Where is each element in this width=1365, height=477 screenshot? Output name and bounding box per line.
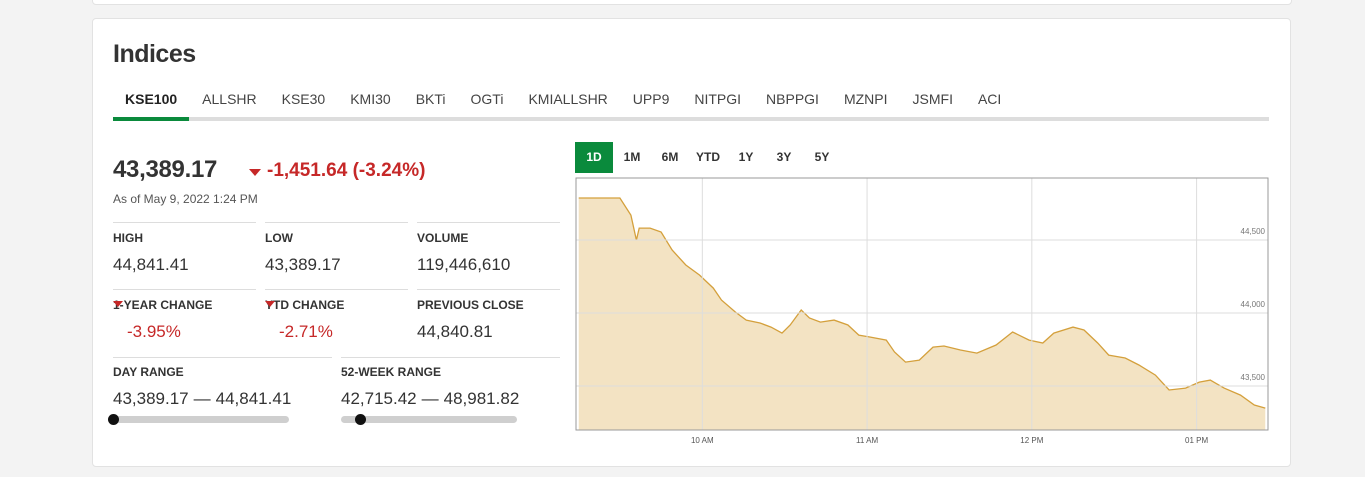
range-track xyxy=(113,416,289,423)
divider xyxy=(265,289,408,290)
period-button[interactable]: 6M xyxy=(661,150,679,164)
range-label: DAY RANGE xyxy=(113,365,184,379)
tab[interactable]: UPP9 xyxy=(632,91,670,107)
tab[interactable]: KMI30 xyxy=(350,91,391,107)
down-icon xyxy=(113,301,123,307)
period-button[interactable]: 1Y xyxy=(738,150,754,164)
stat-label: 1-YEAR CHANGE xyxy=(113,298,213,312)
divider xyxy=(417,289,560,290)
tab[interactable]: NITPGI xyxy=(694,91,742,107)
tab[interactable]: MZNPI xyxy=(843,91,888,107)
chart: 43,500 44,000 44,500 10 AM 11 AM 12 PM 01 PM xyxy=(575,177,1269,445)
range-high: 44,841.41 xyxy=(215,389,292,408)
tab[interactable]: ACI xyxy=(977,91,1002,107)
period-button[interactable]: 1M xyxy=(623,150,641,164)
divider xyxy=(341,357,560,358)
stat-label: VOLUME xyxy=(417,231,469,245)
price: 43,389.17 xyxy=(113,156,218,183)
range-marker xyxy=(354,414,366,425)
tab-bar xyxy=(113,117,1269,121)
range-separator: — xyxy=(421,389,439,408)
range-label: 52-WEEK RANGE xyxy=(341,365,442,379)
y-tick-label: 44,500 xyxy=(1241,227,1266,236)
tab[interactable]: BKTi xyxy=(415,91,446,107)
price-change: -1,451.64 (-3.24%) xyxy=(267,160,426,181)
line xyxy=(578,197,1266,409)
stat-label: PREVIOUS CLOSE xyxy=(417,298,524,312)
period-button[interactable]: 3Y xyxy=(776,150,792,164)
x-tick-label: 01 PM xyxy=(1185,436,1208,445)
period-button[interactable]: YTD xyxy=(696,150,720,164)
down-icon xyxy=(265,301,275,307)
card xyxy=(92,0,1292,5)
range-low: 42,715.42 xyxy=(341,389,417,408)
divider xyxy=(417,222,560,223)
x-tick-label: 11 AM xyxy=(856,436,878,445)
plot-border xyxy=(575,177,1269,431)
tab-underline xyxy=(113,117,190,121)
section-title: Indices xyxy=(113,40,196,68)
tab[interactable]: KMIALLSHR xyxy=(528,91,608,107)
stat-label: YTD CHANGE xyxy=(265,298,345,312)
stat-value: 43,389.17 xyxy=(265,255,341,274)
tab[interactable]: ALLSHR xyxy=(202,91,257,107)
timestamp: As of May 9, 2022 1:24 PM xyxy=(113,192,258,206)
stat-label: LOW xyxy=(265,231,293,245)
area-fill xyxy=(578,198,1266,430)
x-tick-label: 10 AM xyxy=(691,436,714,445)
stat-value: 44,841.41 xyxy=(113,255,189,274)
period-button[interactable]: 5Y xyxy=(814,150,830,164)
tab[interactable]: KSE100 xyxy=(125,91,178,107)
down-icon xyxy=(249,169,261,176)
y-tick-label: 43,500 xyxy=(1241,373,1266,382)
range-marker xyxy=(108,414,119,425)
tab[interactable]: KSE30 xyxy=(281,91,326,107)
stat-label: HIGH xyxy=(113,231,143,245)
range-high: 48,981.82 xyxy=(443,389,520,408)
divider xyxy=(113,357,332,358)
stat-value: -3.95% xyxy=(127,322,181,341)
tab[interactable]: NBPPGI xyxy=(766,91,819,107)
range-separator: — xyxy=(193,389,211,408)
tab[interactable]: JSMFI xyxy=(912,91,953,107)
stat-value: 44,840.81 xyxy=(417,322,493,341)
divider xyxy=(265,222,408,223)
period-button[interactable]: 1D xyxy=(575,142,613,173)
stat-value: -2.71% xyxy=(279,322,333,341)
tab[interactable]: OGTi xyxy=(470,91,504,107)
range-track xyxy=(341,416,517,423)
stat-value: 119,446,610 xyxy=(417,255,511,274)
divider xyxy=(113,222,256,223)
range-low: 43,389.17 xyxy=(113,389,189,408)
x-tick-label: 12 PM xyxy=(1020,436,1043,445)
divider xyxy=(113,289,256,290)
y-tick-label: 44,000 xyxy=(1241,300,1266,309)
